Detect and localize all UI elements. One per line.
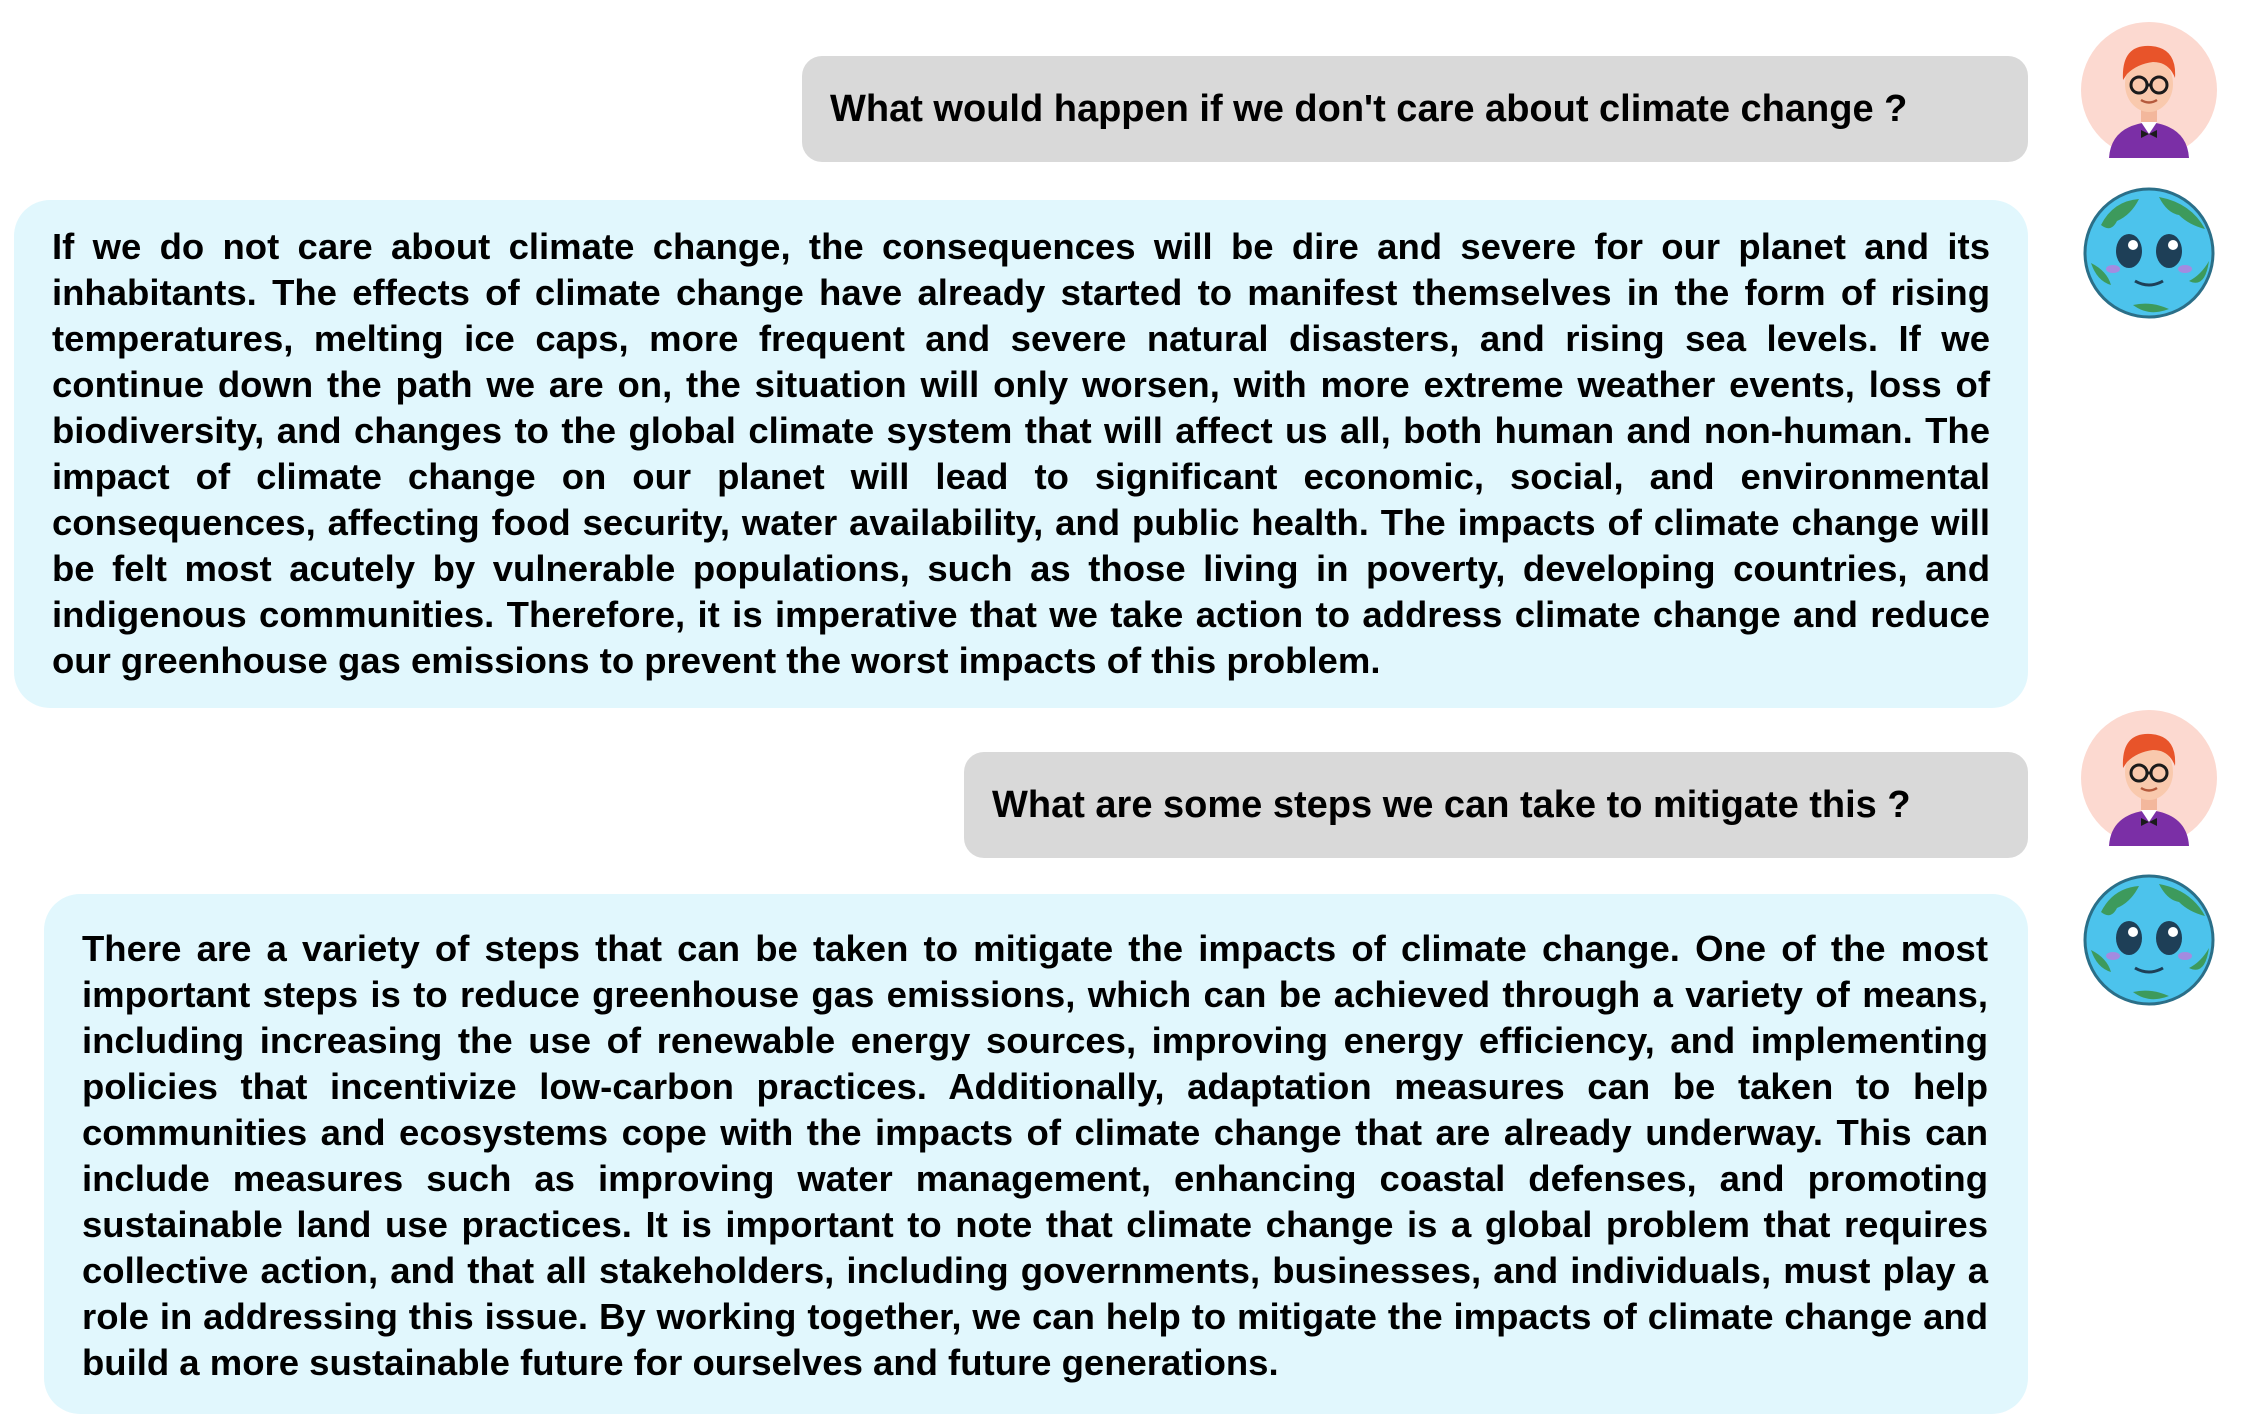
user-message-bubble: What are some steps we can take to mitig… <box>964 752 2028 858</box>
assistant-message-text: If we do not care about climate change, … <box>52 226 1990 681</box>
assistant-message-bubble: There are a variety of steps that can be… <box>44 894 2028 1414</box>
user-message-text: What would happen if we don't care about… <box>830 88 1907 131</box>
earth-bot-avatar-icon <box>2081 185 2217 321</box>
user-avatar-icon <box>2081 22 2217 158</box>
user-message-text: What are some steps we can take to mitig… <box>992 784 1911 827</box>
user-message-bubble: What would happen if we don't care about… <box>802 56 2028 162</box>
assistant-message-text: There are a variety of steps that can be… <box>82 928 1988 1383</box>
assistant-message-bubble: If we do not care about climate change, … <box>14 200 2028 708</box>
user-avatar-icon <box>2081 710 2217 846</box>
earth-bot-avatar-icon <box>2081 872 2217 1008</box>
